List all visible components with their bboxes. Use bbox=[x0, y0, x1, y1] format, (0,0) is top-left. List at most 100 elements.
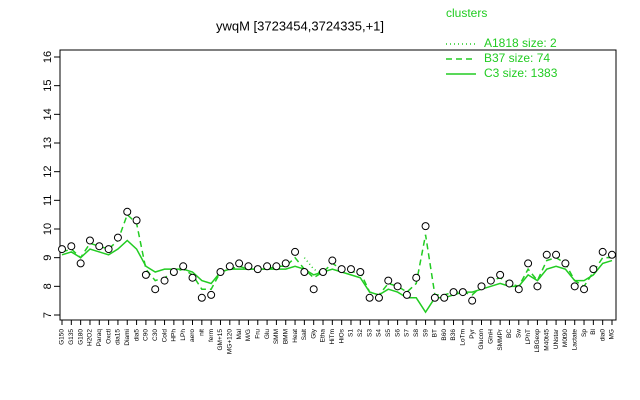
point bbox=[430, 293, 439, 302]
x-tick-label: S8 bbox=[413, 329, 420, 337]
legend-label: A1818 size: 2 bbox=[484, 36, 557, 50]
point bbox=[598, 247, 607, 256]
legend-label: C3 size: 1383 bbox=[484, 66, 558, 80]
x-tick-label: S4 bbox=[376, 329, 383, 337]
point bbox=[95, 242, 104, 251]
x-tick-label: Lactate bbox=[571, 329, 578, 351]
point bbox=[179, 262, 188, 271]
x-tick-label: BT bbox=[432, 329, 439, 337]
point bbox=[58, 245, 66, 254]
x-tick-label: G135 bbox=[68, 329, 75, 345]
point bbox=[365, 293, 374, 302]
point bbox=[542, 250, 551, 259]
y-tick-label: 16 bbox=[42, 51, 54, 63]
point bbox=[76, 259, 85, 268]
x-tick-label: Diami bbox=[124, 329, 131, 346]
point bbox=[477, 282, 486, 291]
y-tick-label: 9 bbox=[42, 255, 54, 261]
x-tick-label: HiOs bbox=[338, 328, 345, 343]
point bbox=[524, 259, 533, 268]
x-tick-label: UNstar bbox=[553, 328, 560, 349]
point bbox=[281, 259, 290, 268]
x-tick-label: B60 bbox=[441, 329, 448, 341]
x-tick-label: M0t90 bbox=[562, 329, 569, 347]
x-tick-label: S7 bbox=[404, 329, 411, 337]
x-tick-label: BC bbox=[506, 329, 513, 338]
point bbox=[589, 265, 598, 274]
point bbox=[141, 270, 150, 279]
x-tick-label: H2O2 bbox=[87, 329, 94, 346]
plot-frame bbox=[59, 49, 617, 321]
x-tick-label: dia15 bbox=[115, 329, 122, 345]
x-tick-label: nit bbox=[199, 329, 206, 336]
x-tick-label: GlnH bbox=[488, 329, 495, 344]
x-tick-label: Pyr bbox=[469, 328, 476, 339]
x-tick-label: S6 bbox=[394, 329, 401, 337]
cluster-line bbox=[303, 257, 324, 276]
point bbox=[505, 279, 514, 288]
x-tick-label: Glu bbox=[264, 329, 271, 340]
x-tick-label: Fru bbox=[254, 329, 261, 339]
point bbox=[561, 259, 570, 268]
x-tick-label: aero bbox=[189, 329, 196, 342]
point bbox=[421, 222, 430, 231]
point bbox=[67, 242, 76, 251]
legend-title: clusters bbox=[446, 6, 487, 20]
point bbox=[123, 207, 132, 216]
x-tick-label: SMM bbox=[273, 329, 280, 344]
x-tick-label: BMM bbox=[282, 329, 289, 344]
x-tick-label: Sw bbox=[515, 329, 522, 338]
point bbox=[328, 256, 337, 265]
point bbox=[253, 265, 262, 274]
x-tick-label: C90 bbox=[143, 329, 150, 341]
legend-label: B37 size: 74 bbox=[484, 51, 550, 65]
x-tick-label: C30 bbox=[152, 329, 159, 341]
point bbox=[244, 262, 253, 271]
x-tick-label: dia5 bbox=[133, 329, 140, 342]
x-tick-label: Salt bbox=[301, 329, 308, 340]
x-tick-label: S2 bbox=[357, 329, 364, 337]
x-tick-label: Paraq bbox=[96, 329, 103, 347]
point bbox=[449, 288, 458, 297]
y-tick-label: 15 bbox=[42, 80, 54, 92]
x-tick-label: G150 bbox=[59, 329, 66, 345]
point bbox=[552, 250, 561, 259]
point bbox=[533, 282, 542, 291]
y-tick-label: 7 bbox=[42, 312, 54, 318]
point bbox=[197, 293, 206, 302]
point bbox=[291, 247, 300, 256]
point bbox=[496, 270, 505, 279]
cluster-line bbox=[61, 239, 613, 314]
x-tick-label: Glucon bbox=[478, 329, 485, 350]
point bbox=[402, 290, 411, 299]
x-tick-label: G180 bbox=[77, 329, 84, 345]
point bbox=[188, 273, 197, 282]
x-tick-label: Gly bbox=[310, 328, 317, 339]
x-tick-label: LPhT bbox=[525, 329, 532, 345]
point bbox=[374, 293, 383, 302]
point bbox=[468, 296, 477, 305]
point bbox=[216, 268, 225, 276]
x-tick-label: MG bbox=[609, 329, 616, 339]
point bbox=[132, 216, 141, 225]
point bbox=[412, 273, 421, 282]
point bbox=[393, 282, 402, 291]
y-tick-label: 10 bbox=[42, 223, 54, 235]
x-tick-label: S3 bbox=[366, 329, 373, 337]
point bbox=[104, 245, 113, 254]
x-tick-label: B36 bbox=[450, 329, 457, 341]
point bbox=[169, 268, 178, 276]
point bbox=[235, 259, 244, 268]
cluster-line bbox=[61, 213, 612, 296]
x-tick-label: Etha bbox=[320, 329, 327, 343]
point bbox=[337, 265, 346, 274]
x-tick-label: S9 bbox=[422, 329, 429, 337]
x-tick-label: dia0 bbox=[599, 329, 606, 342]
point bbox=[85, 236, 94, 245]
point bbox=[319, 268, 328, 276]
point bbox=[514, 285, 523, 294]
x-tick-label: HiTm bbox=[329, 329, 336, 345]
point bbox=[207, 290, 216, 299]
point bbox=[263, 262, 272, 271]
